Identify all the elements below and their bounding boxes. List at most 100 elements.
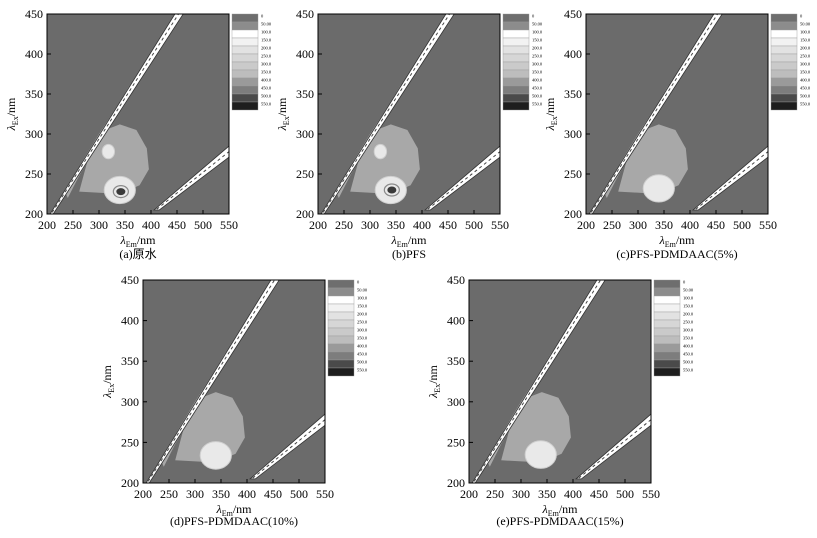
y-tick-label: 200	[447, 476, 465, 490]
x-axis-subscript: Em	[126, 240, 138, 249]
eem-panel-b: 200 250 300 350 400 450 500 550 200 250 300 350 400 4…	[275, 7, 543, 261]
y-tick-label: 450	[447, 273, 465, 287]
legend-label: 100.0	[683, 296, 694, 301]
x-axis-label: λEm/nm	[120, 233, 157, 249]
y-axis-symbol: λ	[100, 393, 114, 399]
x-tick-label: 500	[194, 218, 212, 232]
y-tick-label: 350	[121, 354, 139, 368]
x-axis-subscript: Em	[665, 240, 677, 249]
contour-area	[471, 280, 651, 483]
legend-swatch	[653, 287, 681, 297]
legend: 0 50.00 100.0 150.0 200.0 250.0 300.0 350.0 400.…	[327, 279, 368, 377]
legend-label: 100.0	[532, 30, 543, 35]
legend-label: 150.0	[683, 304, 694, 309]
x-axis-unit: /nm	[559, 502, 578, 516]
y-axis-subscript: Ex	[11, 116, 20, 125]
x-tick-label: 400	[142, 218, 160, 232]
x-axis-symbol: λ	[542, 502, 548, 516]
x-tick-label: 500	[616, 487, 634, 501]
legend-swatch	[231, 61, 259, 71]
y-axis-label: λEx/nm	[4, 97, 20, 131]
legend: 0 50.00 100.0 150.0 200.0 250.0 300.0 350.0 400.…	[653, 280, 694, 377]
legend-label: 300.0	[683, 328, 694, 333]
legend-swatch	[770, 53, 798, 63]
legend-label: 550.0	[532, 102, 543, 107]
legend: 0 50.00 100.0 150.0 200.0 250.0 300.0 350.0 400.…	[231, 14, 272, 111]
plot-frame	[585, 13, 769, 215]
legend-label: 50.00	[357, 288, 368, 293]
legend-label: 350.0	[261, 70, 272, 75]
legend-swatch	[327, 295, 355, 305]
legend-label: 250.0	[800, 54, 811, 59]
x-tick-label: 300	[186, 487, 204, 501]
y-tick-label: 350	[296, 87, 314, 101]
legend-label: 350.0	[800, 70, 811, 75]
y-axis-subscript: Ex	[282, 116, 291, 125]
rayleigh-band-second-contour	[252, 419, 325, 479]
legend-swatch	[502, 77, 530, 87]
x-tick-label: 450	[264, 487, 282, 501]
x-axis-label: λEm/nm	[542, 502, 579, 518]
legend-label: 350.0	[357, 336, 368, 341]
legend-swatch	[327, 311, 355, 321]
rayleigh-band-first	[49, 14, 184, 214]
region-high	[524, 440, 557, 469]
rayleigh-band-first	[320, 14, 455, 214]
legend-label: 200.0	[357, 312, 368, 317]
legend-label: 500.0	[261, 94, 272, 99]
legend-label: 300.0	[261, 62, 272, 67]
legend-label: 550.0	[800, 102, 811, 107]
legend-label: 50.00	[261, 22, 272, 27]
legend-swatch	[502, 53, 530, 63]
x-axis-symbol: λ	[391, 233, 397, 247]
y-axis-symbol: λ	[426, 393, 440, 399]
x-tick-label: 500	[290, 487, 308, 501]
region-peak	[387, 186, 397, 194]
x-tick-label: 250	[335, 218, 353, 232]
x-tick-label: 200	[309, 218, 327, 232]
y-tick-label: 400	[296, 47, 314, 61]
legend-swatch	[327, 351, 355, 361]
legend-swatch	[231, 29, 259, 39]
x-tick-label: 250	[160, 487, 178, 501]
legend-swatch	[231, 37, 259, 47]
x-axis-label: λEm/nm	[659, 233, 696, 249]
x-axis-unit: /nm	[137, 233, 156, 247]
legend-swatch	[502, 21, 530, 31]
legend-label: 0	[357, 280, 360, 285]
legend-swatch	[770, 61, 798, 71]
legend-swatch	[653, 335, 681, 345]
legend-label: 250.0	[683, 320, 694, 325]
legend-swatch	[770, 29, 798, 39]
x-axis-label: λEm/nm	[216, 502, 253, 518]
legend-swatch	[231, 93, 259, 103]
rayleigh-band-second-contour	[427, 150, 500, 210]
eem-panel-c: 200 250 300 350 400 450 500 550 200 250 300 350 400 4…	[543, 7, 811, 261]
rayleigh-band-second-contour	[695, 150, 768, 210]
legend-label: 550.0	[261, 102, 272, 107]
legend-label: 500.0	[800, 94, 811, 99]
legend-swatch	[327, 327, 355, 337]
legend-swatch	[327, 279, 355, 289]
legend-label: 250.0	[357, 320, 368, 325]
x-tick-label: 350	[116, 218, 134, 232]
legend-swatch	[502, 37, 530, 47]
legend-label: 450.0	[532, 86, 543, 91]
legend-swatch	[231, 77, 259, 87]
x-axis-label: λEm/nm	[391, 233, 428, 249]
y-tick-label: 300	[121, 395, 139, 409]
region-medium	[350, 124, 420, 194]
x-tick-label: 350	[538, 487, 556, 501]
region-high	[199, 441, 232, 470]
x-tick-label: 450	[707, 218, 725, 232]
legend-swatch	[327, 287, 355, 297]
rayleigh-band-first	[588, 14, 723, 214]
rayleigh-band-first	[471, 280, 606, 483]
region-high	[642, 174, 675, 203]
legend-swatch	[502, 69, 530, 79]
x-tick-label: 400	[238, 487, 256, 501]
rayleigh-band-second-contour	[578, 419, 651, 479]
legend-swatch	[770, 69, 798, 79]
legend-label: 0	[683, 280, 686, 285]
